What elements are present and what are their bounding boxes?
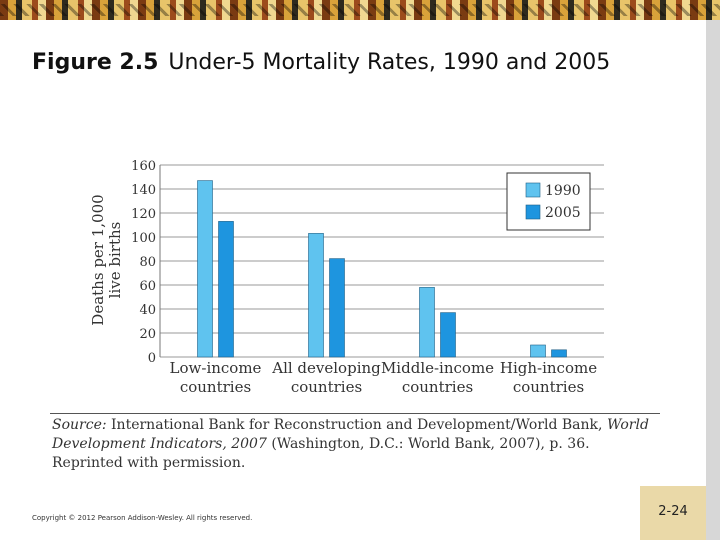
chart-legend: 1990 2005 <box>506 172 591 231</box>
legend-label-1990: 1990 <box>545 183 581 199</box>
figure-title-block: Figure 2.5 Under-5 Mortality Rates, 1990 … <box>32 50 610 75</box>
x-tick-label: Low-income <box>170 359 262 377</box>
legend-label-2005: 2005 <box>545 205 581 221</box>
y-tick-label: 0 <box>148 351 156 366</box>
x-tick-label: All developing <box>271 359 381 377</box>
x-tick-label: countries <box>513 378 584 396</box>
bar-1990-0 <box>197 180 213 358</box>
figure-title: Under-5 Mortality Rates, 1990 and 2005 <box>168 50 611 75</box>
legend-swatch-1990 <box>525 182 541 198</box>
source-text-1: International Bank for Reconstruction an… <box>111 417 603 433</box>
bar-2005-2 <box>440 312 456 358</box>
legend-swatch-2005 <box>525 204 541 220</box>
right-edge-bar <box>706 20 720 540</box>
x-tick-label: countries <box>402 378 473 396</box>
bar-1990-1 <box>308 233 324 358</box>
source-divider <box>50 413 660 414</box>
x-tick-label: Middle-income <box>381 359 494 377</box>
x-tick-label: countries <box>291 378 362 396</box>
y-tick-label: 160 <box>131 159 156 174</box>
legend-box <box>506 172 591 231</box>
slide-number-box: 2-24 <box>640 486 706 540</box>
y-tick-label: 80 <box>139 255 156 270</box>
y-tick-label: 20 <box>139 327 156 342</box>
bar-2005-3 <box>551 349 567 358</box>
bar-2005-1 <box>329 258 345 358</box>
x-tick-label: countries <box>180 378 251 396</box>
y-axis-label-line2: live births <box>106 222 124 299</box>
source-publication: World Development Indicators, 2007 <box>52 417 649 452</box>
y-tick-label: 100 <box>131 231 156 246</box>
x-tick-label: High-income <box>500 359 597 377</box>
bar-2005-0 <box>218 221 234 358</box>
chart-grid <box>159 164 604 358</box>
chart-bars <box>197 180 567 358</box>
y-tick-label: 60 <box>139 279 156 294</box>
bar-1990-2 <box>419 287 435 358</box>
slide-number: 2-24 <box>658 504 688 519</box>
source-text-2: (Washington, D.C.: World Bank, 2007), p.… <box>52 436 590 471</box>
source-note: Source: International Bank for Reconstru… <box>52 416 662 473</box>
figure-label: Figure 2.5 <box>32 50 159 75</box>
source-label: Source: <box>52 417 107 433</box>
copyright-notice: Copyright © 2012 Pearson Addison-Wesley.… <box>32 514 253 522</box>
y-tick-label: 140 <box>131 183 156 198</box>
y-tick-label: 40 <box>139 303 156 318</box>
y-tick-labels: 0 20 40 60 80 100 120 140 160 <box>131 159 156 366</box>
y-axis-label-line1: Deaths per 1,000 <box>89 194 107 325</box>
y-tick-label: 120 <box>131 207 156 222</box>
decorative-banner <box>0 0 720 20</box>
y-axis-label: Deaths per 1,000 live births <box>89 194 124 325</box>
banner-pattern <box>0 4 720 16</box>
bar-1990-3 <box>530 344 546 358</box>
